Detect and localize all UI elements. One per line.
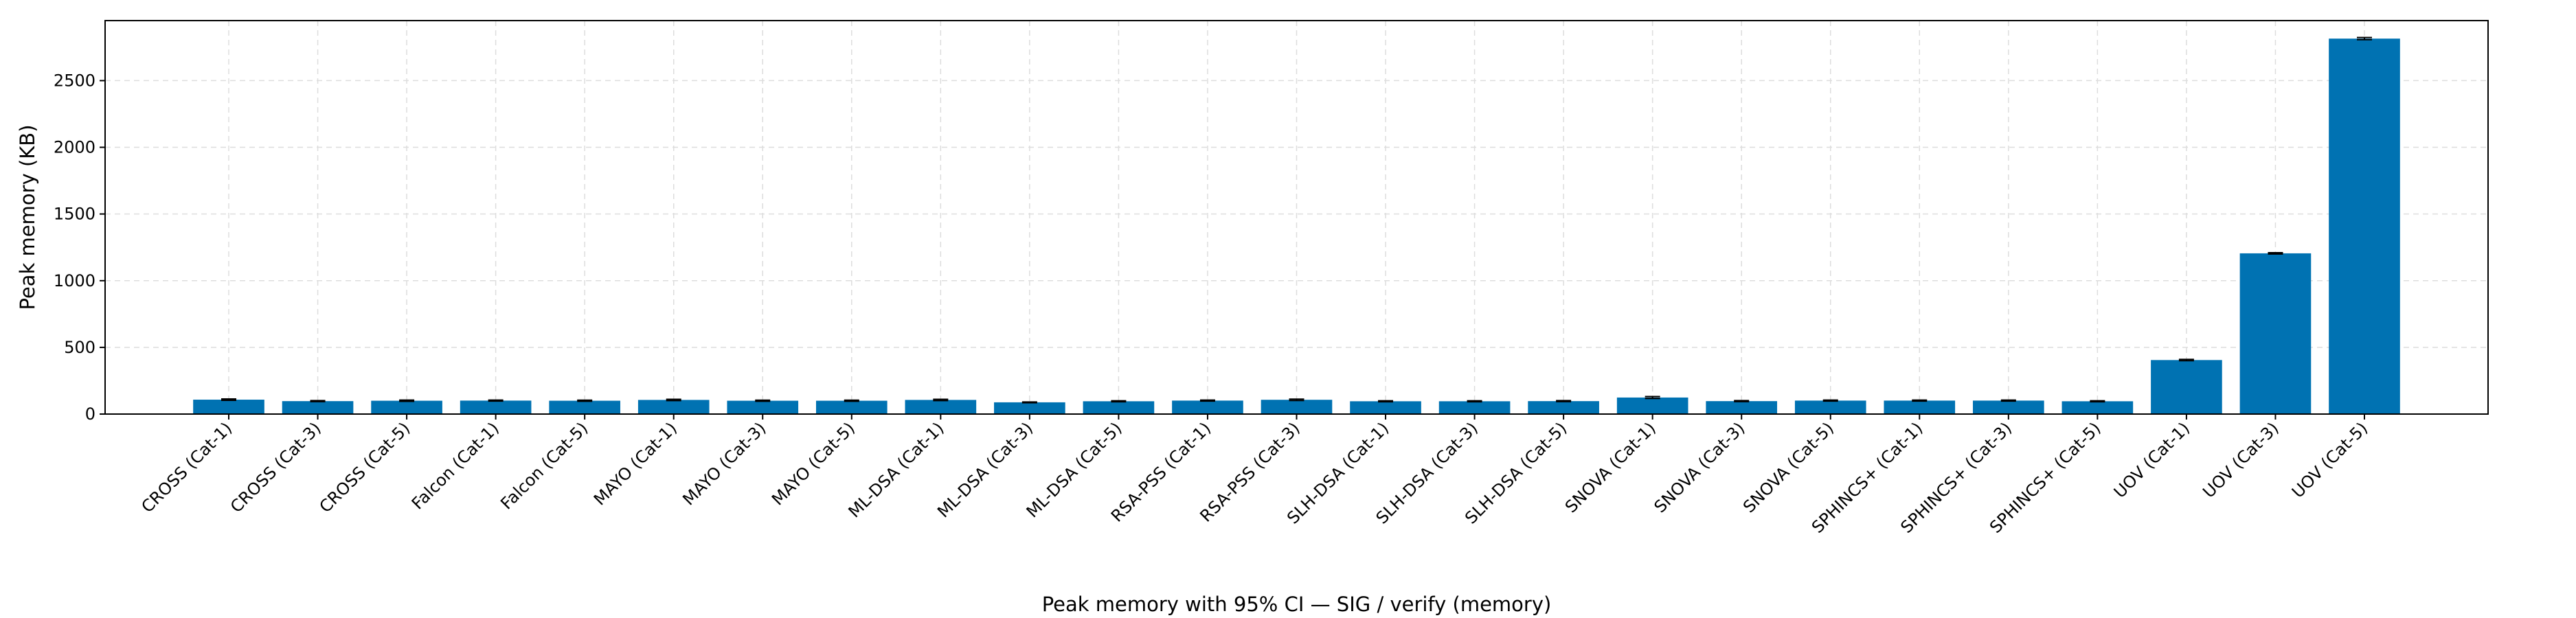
x-tick-label: UOV (Cat-5) — [2288, 418, 2371, 501]
x-tick-label: ML-DSA (Cat-3) — [934, 418, 1037, 521]
x-tick-label: MAYO (Cat-5) — [768, 418, 859, 509]
x-tick-label: MAYO (Cat-3) — [679, 418, 769, 509]
x-tick-label: MAYO (Cat-1) — [590, 418, 681, 509]
x-tick-label: UOV (Cat-1) — [2110, 418, 2193, 501]
bar — [905, 400, 977, 414]
bar — [1528, 401, 1599, 414]
y-axis-ticks: 0 500 1000 1500 2000 2500 — [54, 71, 105, 424]
bar — [815, 400, 888, 414]
x-axis-label: Peak memory with 95% CI — SIG / verify (… — [1042, 593, 1552, 616]
y-tick-label: 1000 — [54, 271, 95, 290]
bar — [2061, 401, 2134, 414]
x-tick-label: ML-DSA (Cat-1) — [845, 418, 948, 521]
x-tick-label: SNOVA (Cat-3) — [1651, 418, 1749, 516]
bar — [282, 401, 354, 414]
x-tick-label: SNOVA (Cat-5) — [1739, 418, 1838, 516]
y-tick-label: 1500 — [54, 205, 95, 224]
bar — [1350, 401, 1421, 414]
bar — [2239, 253, 2312, 414]
y-tick-label: 2500 — [54, 71, 95, 90]
grid-lines — [105, 21, 2488, 415]
x-axis-ticks: CROSS (Cat-1)CROSS (Cat-3)CROSS (Cat-5)F… — [137, 414, 2371, 537]
y-tick-label: 0 — [85, 404, 95, 424]
x-tick-label: CROSS (Cat-3) — [227, 418, 325, 516]
bars — [193, 38, 2400, 414]
error-bars — [221, 36, 2372, 404]
bar — [1973, 400, 2044, 414]
x-tick-label: CROSS (Cat-5) — [316, 418, 414, 516]
bar — [1261, 400, 1333, 414]
bar — [193, 400, 264, 414]
bar — [994, 402, 1065, 414]
bar — [1083, 401, 1155, 414]
x-tick-label: Falcon (Cat-5) — [497, 418, 591, 513]
bar — [1794, 400, 1866, 414]
bar — [549, 400, 620, 414]
bar — [460, 400, 532, 414]
bar — [1706, 401, 1778, 414]
x-tick-label: Falcon (Cat-1) — [408, 418, 503, 513]
bar — [2151, 360, 2222, 414]
bar — [1616, 397, 1688, 414]
bar — [727, 400, 799, 414]
x-tick-label: UOV (Cat-3) — [2199, 418, 2282, 501]
y-axis-label: Peak memory (KB) — [16, 124, 39, 310]
bar — [1438, 401, 1511, 414]
bar — [371, 400, 442, 414]
bar — [1172, 400, 1243, 414]
y-tick-label: 500 — [64, 338, 95, 357]
x-tick-label: SNOVA (Cat-1) — [1561, 418, 1660, 516]
x-tick-label: CROSS (Cat-1) — [137, 418, 236, 516]
x-tick-label: ML-DSA (Cat-5) — [1023, 418, 1126, 521]
bar — [2329, 38, 2400, 414]
bar — [1884, 400, 1956, 414]
bar — [637, 400, 710, 414]
y-tick-label: 2000 — [54, 138, 95, 157]
